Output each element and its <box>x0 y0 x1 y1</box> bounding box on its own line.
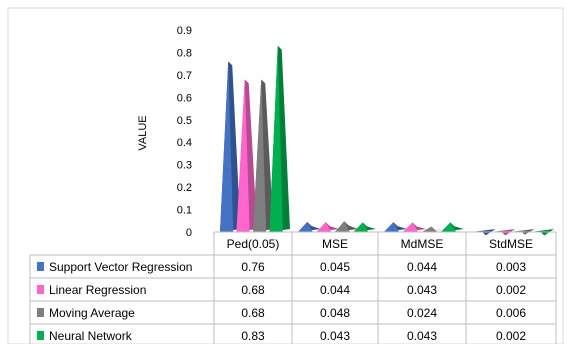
data-table: Ped(0.05) MSE MdMSE StdMSE Support Vector Re… <box>29 231 557 344</box>
data-label: 0.044 <box>407 260 437 274</box>
data-label: 0.045 <box>320 260 350 274</box>
legend-label: Linear Regression <box>49 283 146 297</box>
data-label: 0.002 <box>496 283 526 297</box>
bar-face <box>353 222 369 232</box>
bar <box>269 45 290 232</box>
bar <box>403 222 426 232</box>
y-tick-label: 0.5 <box>177 115 192 127</box>
bar-face <box>236 79 250 232</box>
y-tick-label: 0.7 <box>177 70 192 82</box>
legend-swatch <box>37 262 44 271</box>
y-tick-label: 0.6 <box>177 92 192 104</box>
data-label: 0.003 <box>496 260 526 274</box>
bar <box>316 222 339 232</box>
bar-face <box>422 226 438 232</box>
bar <box>236 79 257 232</box>
y-tick-label: 0.9 <box>177 25 192 37</box>
x-tick-label: StdMSE <box>489 237 533 251</box>
legend-label: Support Vector Regression <box>49 260 192 274</box>
data-label: 0.044 <box>320 283 350 297</box>
bar-face <box>403 222 419 232</box>
bar <box>220 61 241 232</box>
bar-face <box>384 222 400 232</box>
y-axis-ticks: 0 0.1 0.2 0.3 0.4 0.5 0.6 0.7 0.8 0.9 <box>177 25 192 239</box>
bar-face <box>441 222 457 232</box>
data-label: 0.043 <box>407 329 437 343</box>
bar <box>298 221 321 232</box>
data-label: 0.68 <box>241 283 265 297</box>
bar-face <box>269 45 283 232</box>
y-tick-label: 0.4 <box>177 137 192 149</box>
legend-label: Neural Network <box>49 329 133 343</box>
data-label: 0.76 <box>241 260 265 274</box>
data-label: 0.024 <box>407 306 437 320</box>
bar-face <box>253 79 267 232</box>
bar <box>384 222 407 232</box>
y-tick-label: 0 <box>186 227 192 239</box>
bar-face <box>335 221 350 232</box>
x-tick-label: Ped(0.05) <box>227 237 280 251</box>
data-label: 0.043 <box>407 283 437 297</box>
bar-face <box>316 222 332 232</box>
bar <box>441 222 464 232</box>
legend-swatch <box>37 285 44 294</box>
y-tick-label: 0.8 <box>177 47 192 59</box>
bar-face <box>298 221 313 232</box>
legend-swatch <box>37 331 44 340</box>
y-tick-label: 0.2 <box>177 182 192 194</box>
data-label: 0.83 <box>241 329 265 343</box>
bar-face <box>220 61 234 232</box>
legend-label: Moving Average <box>49 306 135 320</box>
data-label: 0.006 <box>496 306 526 320</box>
y-tick-label: 0.1 <box>177 205 192 217</box>
legend-swatch <box>37 308 44 317</box>
bar <box>422 226 445 232</box>
data-label: 0.68 <box>241 306 265 320</box>
bar <box>353 222 376 232</box>
y-tick-label: 0.3 <box>177 160 192 172</box>
x-tick-label: MSE <box>322 237 348 251</box>
data-label: 0.043 <box>320 329 350 343</box>
bar <box>253 79 274 232</box>
data-label: 0.048 <box>320 306 350 320</box>
y-axis-label: VALUE <box>137 115 149 150</box>
x-tick-label: MdMSE <box>401 237 444 251</box>
data-label: 0.002 <box>496 329 526 343</box>
bar <box>335 221 358 232</box>
